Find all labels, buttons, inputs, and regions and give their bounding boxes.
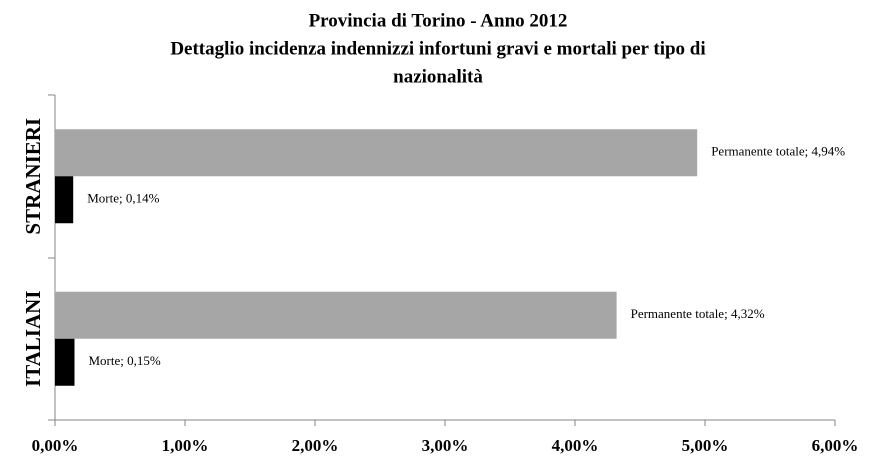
data-label: Permanente totale; 4,94% (711, 144, 845, 159)
bar (55, 291, 617, 339)
x-tick-label: 3,00% (422, 436, 469, 455)
x-tick-label: 5,00% (682, 436, 729, 455)
x-tick-label: 6,00% (812, 436, 859, 455)
data-label: Morte; 0,14% (87, 191, 159, 206)
bar (55, 129, 698, 177)
chart-title: nazionalità (393, 66, 483, 87)
chart-title: Dettaglio incidenza indennizzi infortuni… (170, 38, 705, 59)
data-label: Morte; 0,15% (89, 353, 161, 368)
category-label: STRANIERI (21, 118, 45, 235)
bar (55, 176, 74, 224)
category-label: ITALIANI (21, 291, 45, 387)
x-tick-label: 0,00% (32, 436, 79, 455)
x-tick-label: 1,00% (162, 436, 209, 455)
data-label: Permanente totale; 4,32% (631, 306, 765, 321)
x-tick-label: 2,00% (292, 436, 339, 455)
x-tick-label: 4,00% (552, 436, 599, 455)
chart-title: Provincia di Torino - Anno 2012 (309, 10, 568, 31)
bar (55, 338, 75, 386)
